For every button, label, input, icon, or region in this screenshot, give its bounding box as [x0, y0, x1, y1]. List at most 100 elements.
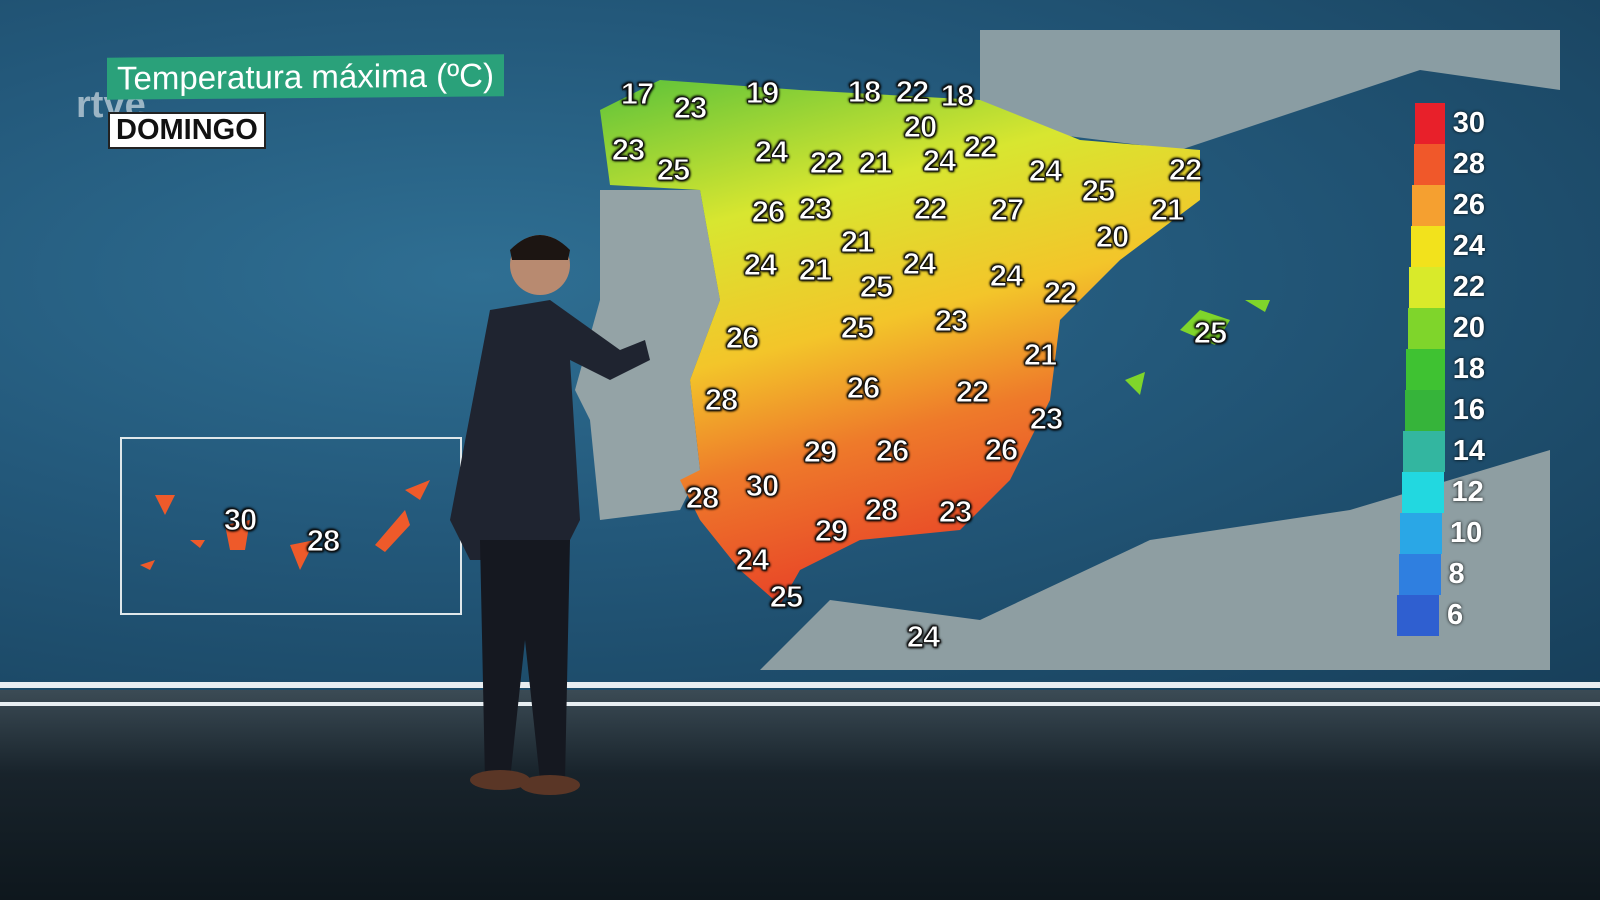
screen-edge — [0, 682, 1600, 688]
temperature-label: 25 — [840, 310, 875, 346]
temperature-label: 22 — [1168, 152, 1203, 188]
legend-item: 24 — [1395, 226, 1485, 267]
temperature-label: 28 — [685, 480, 720, 516]
temperature-label: 22 — [913, 191, 948, 227]
legend-item: 18 — [1395, 349, 1485, 390]
temperature-label: 20 — [903, 109, 938, 145]
temperature-label: 25 — [769, 579, 804, 615]
temperature-label: 23 — [1029, 401, 1064, 437]
legend-item: 20 — [1395, 308, 1485, 349]
temperature-label: 26 — [875, 433, 910, 469]
temperature-label: 24 — [922, 143, 957, 179]
legend-swatch — [1413, 144, 1445, 185]
legend-value: 8 — [1448, 558, 1465, 590]
temperature-label: 23 — [938, 494, 973, 530]
temperature-label: 18 — [847, 74, 882, 110]
weather-map-screen: rtve Temperatura máxima (ºC) DOMINGO 17 2… — [0, 0, 1600, 690]
legend-swatch — [1415, 103, 1445, 144]
temperature-label: 26 — [984, 432, 1019, 468]
temperature-label: 22 — [955, 374, 990, 410]
presenter — [450, 235, 650, 795]
legend-value: 6 — [1447, 599, 1464, 631]
temperature-legend: 30 28 26 24 22 20 18 16 14 12 10 8 6 — [1395, 103, 1485, 636]
africa-land — [760, 450, 1550, 670]
temperature-label: 21 — [798, 252, 833, 288]
legend-swatch — [1400, 513, 1442, 554]
legend-swatch — [1403, 431, 1445, 472]
temperature-label: 28 — [864, 492, 899, 528]
temperature-label: 26 — [751, 194, 786, 230]
temperature-label: 24 — [906, 619, 941, 655]
legend-swatch — [1406, 349, 1445, 390]
day-label: DOMINGO — [108, 112, 266, 149]
temperature-label: 29 — [814, 513, 849, 549]
legend-value: 16 — [1452, 394, 1485, 426]
temperature-label: 23 — [934, 303, 969, 339]
legend-value: 28 — [1452, 148, 1485, 180]
legend-value: 26 — [1452, 189, 1485, 221]
legend-item: 16 — [1395, 390, 1485, 431]
temperature-label: 19 — [745, 75, 780, 111]
legend-value: 22 — [1452, 271, 1485, 303]
temperature-label: 23 — [611, 132, 646, 168]
temperature-label: 24 — [754, 134, 789, 170]
legend-item: 10 — [1395, 513, 1485, 554]
legend-swatch — [1401, 472, 1444, 513]
temperature-label: 29 — [803, 434, 838, 470]
legend-value: 18 — [1452, 353, 1485, 385]
legend-item: 12 — [1395, 472, 1485, 513]
temperature-label: 22 — [963, 129, 998, 165]
legend-item: 6 — [1395, 595, 1485, 636]
temperature-label: 21 — [1150, 192, 1185, 228]
legend-item: 14 — [1395, 431, 1485, 472]
legend-item: 26 — [1395, 185, 1485, 226]
legend-item: 28 — [1395, 144, 1485, 185]
canary-temperature-label: 30 — [223, 502, 258, 538]
temperature-label: 26 — [725, 320, 760, 356]
temperature-label: 22 — [809, 145, 844, 181]
temperature-label: 21 — [840, 224, 875, 260]
legend-swatch — [1398, 554, 1441, 595]
temperature-label: 21 — [1023, 337, 1058, 373]
legend-swatch — [1407, 308, 1445, 349]
temperature-label: 26 — [846, 370, 881, 406]
temperature-label: 27 — [990, 192, 1025, 228]
temperature-label: 21 — [858, 145, 893, 181]
temperature-label: 22 — [1043, 275, 1078, 311]
temperature-label: 23 — [798, 191, 833, 227]
temperature-label: 22 — [895, 74, 930, 110]
legend-swatch — [1412, 185, 1445, 226]
france-land — [980, 30, 1560, 150]
screen-edge-lower — [0, 702, 1600, 706]
temperature-label: 30 — [745, 468, 780, 504]
temperature-label: 24 — [735, 542, 770, 578]
map-title: Temperatura máxima (ºC) — [107, 54, 504, 100]
canary-islands-inset — [120, 437, 462, 615]
legend-item: 30 — [1395, 103, 1485, 144]
temperature-label: 23 — [673, 90, 708, 126]
temperature-label: 24 — [743, 247, 778, 283]
legend-value: 12 — [1451, 476, 1484, 508]
temperature-label: 20 — [1095, 219, 1130, 255]
temperature-label: 24 — [1028, 153, 1063, 189]
legend-value: 24 — [1452, 230, 1485, 262]
legend-swatch — [1410, 226, 1445, 267]
canary-temperature-label: 28 — [306, 523, 341, 559]
temperature-label: 24 — [902, 246, 937, 282]
temperature-label: 25 — [656, 152, 691, 188]
legend-swatch — [1397, 595, 1439, 636]
temperature-label: 17 — [620, 76, 655, 112]
legend-value: 14 — [1452, 435, 1485, 467]
legend-value: 30 — [1452, 107, 1485, 139]
temperature-label: 25 — [1081, 173, 1116, 209]
legend-item: 22 — [1395, 267, 1485, 308]
temperature-label: 24 — [989, 258, 1024, 294]
spain-land — [600, 80, 1200, 605]
studio-floor — [0, 690, 1600, 900]
temperature-label: 28 — [704, 382, 739, 418]
temperature-label: 25 — [1193, 315, 1228, 351]
temperature-label: 18 — [940, 78, 975, 114]
legend-swatch — [1404, 390, 1445, 431]
legend-value: 20 — [1452, 312, 1485, 344]
temperature-label: 25 — [859, 269, 894, 305]
